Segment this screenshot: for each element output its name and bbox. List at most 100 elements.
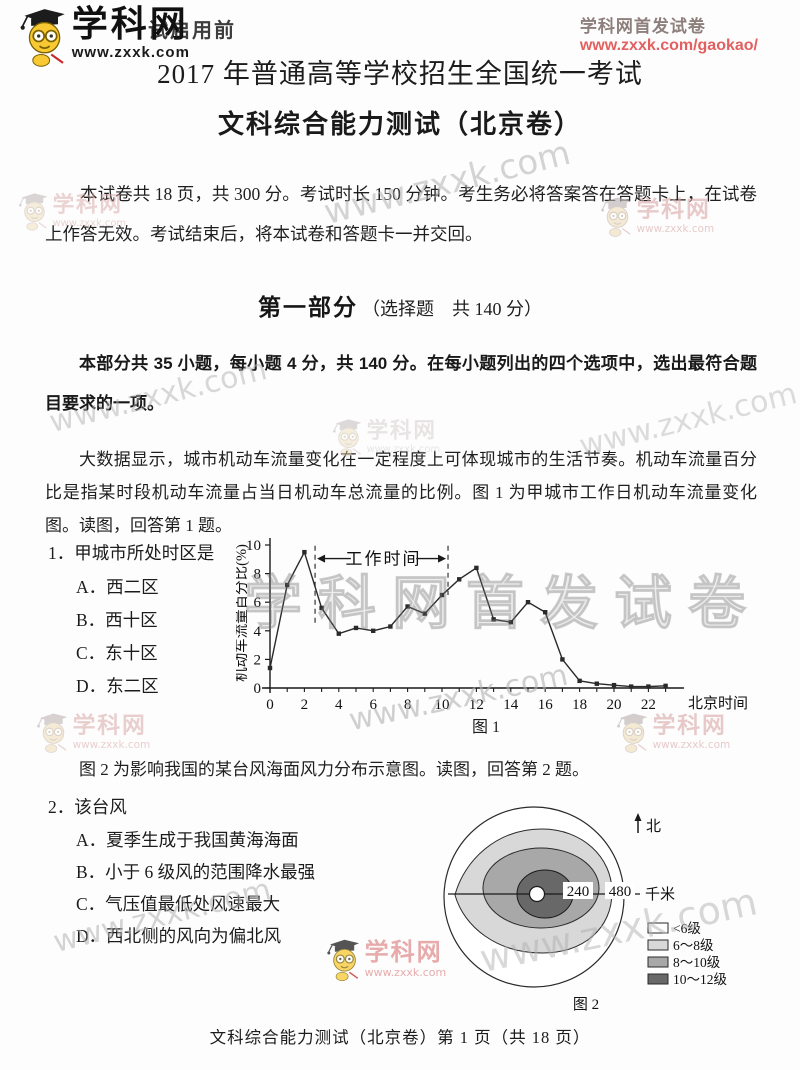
data-point-marker [577,678,582,684]
data-point-marker [267,665,273,671]
scale-unit-label: 千米 [645,886,675,903]
watermark: 学科网 www.zxxk.com [34,710,150,754]
security-notice: 试启用前 [148,20,236,42]
figure-2-typhoon-diagram: 240 480 千米 北 <6级 6～8级 8～10级 10～12级 图 2 [420,787,750,1027]
figure-2-caption: 图 2 [573,996,599,1013]
legend-label: 10～12级 [673,972,728,987]
exam-instructions: 本试卷共 18 页，共 300 分。考试时长 150 分钟。考生务必将答案答在答… [45,184,757,244]
data-point-marker [319,605,324,611]
worktime-label: 工作时间 [346,550,422,569]
data-point-marker [491,617,496,622]
legend-label: 8～10级 [673,955,721,970]
data-point-marker [611,682,617,688]
question-1-option-c[interactable]: C．东十区 [76,643,158,663]
north-arrow-icon: 北 [634,813,661,835]
scale-label-480: 480 [609,884,632,900]
zxxk-mascot-icon [20,9,65,67]
zxxk-mascot-icon [37,713,68,753]
data-point-marker [663,683,668,689]
y-tick-label: 10 [246,538,261,554]
section-note: 本部分共 35 小题，每小题 4 分，共 140 分。在每小题列出的四个选项中，… [45,354,757,413]
typhoon-eye [528,885,546,903]
question-2-option-b[interactable]: B．小于 6 级风的范围降水最强 [76,862,316,882]
figure-1-caption: 图 1 [471,719,500,736]
y-tick-label: 6 [254,595,262,611]
question-2-option-c[interactable]: C．气压值最低处风速最大 [76,894,281,914]
x-tick-label: 14 [503,697,519,713]
y-tick-label: 0 [254,681,262,697]
y-tick-label: 4 [254,624,262,640]
x-tick-label: 18 [572,697,587,713]
data-point-marker [543,610,548,615]
section-title: 第一部分 [258,294,358,320]
section-heading: 第一部分 （选择题 共 140 分） [0,288,800,322]
brand-url-text: www.zxxk.com [71,44,190,61]
zxxk-mascot-icon [16,4,70,73]
watermark-url: www.zxxk.com [72,738,151,751]
y-tick-label: 2 [254,652,262,668]
data-point-marker [646,684,651,689]
legend-swatch [647,973,669,985]
zxxk-mascot-icon [327,939,360,982]
question-1-option-d[interactable]: D．东二区 [76,676,159,696]
data-point-marker [353,625,359,631]
question-1-stem: 1．甲城市所处时区是 [48,543,215,563]
arrow-left-icon [317,554,326,563]
legend-label: 6～8级 [673,938,714,953]
legend-label: <6级 [673,921,701,936]
data-point-marker [439,592,445,598]
x-tick-label: 6 [369,697,377,713]
data-point-marker [285,582,290,588]
data-point-marker [422,611,427,616]
legend-swatch [647,956,669,968]
question-2-option-a[interactable]: A．夏季生成于我国黄海海面 [76,830,299,850]
brand-name: 学科网 [71,3,189,44]
question-2-stem: 2．该台风 [48,797,127,817]
typhoon-wind-diagram: 240 480 千米 北 <6级 6～8级 8～10级 10～12级 图 2 [443,806,728,1013]
header-right: 学科网首发试卷 www.zxxk.com/gaokao/ [580,12,758,55]
legend-swatch [647,939,669,951]
first-release-label: 学科网首发试卷 [579,17,706,36]
x-tick-label: 2 [301,697,309,713]
passage-2: 图 2 为影响我国的某台风海面风力分布示意图。读图，回答第 2 题。 [79,760,589,779]
north-label: 北 [646,818,661,835]
x-tick-label: 22 [641,697,656,713]
exam-subtitle: 文科综合能力测试（北京卷） [217,109,582,139]
legend-swatch [647,922,669,934]
question-2-option-d[interactable]: D．西北侧的风向为偏北风 [76,926,282,946]
data-point-marker [629,684,634,689]
data-point-marker [405,604,410,609]
data-point-marker [457,577,462,582]
question-1-option-b[interactable]: B．西十区 [76,610,158,630]
data-point-marker [388,624,393,629]
exam-title: 2017 年普通高等学校招生全国统一考试 [157,59,643,89]
page-footer: 文科综合能力测试（北京卷）第 1 页（共 18 页） [209,1028,591,1047]
data-point-marker [474,565,479,571]
y-tick-label: 8 [254,567,262,583]
data-point-marker [525,600,531,605]
data-point-marker [508,620,513,625]
watermark-brand: 学科网 [72,712,147,739]
y-axis-title: 机动车流量百分比(%) [236,544,250,682]
figure-1-traffic-chart: 0 2 4 6 8 10 0 2 4 6 8 10 12 14 16 18 20 22 工作时间 北京时间 机动车流量百… [233,528,792,740]
data-point-marker [371,628,376,633]
x-tick-label: 16 [538,697,554,713]
x-tick-label: 0 [266,697,274,713]
traffic-series-line [269,550,666,688]
scale-label-bg [563,882,593,899]
data-point-marker [594,681,599,686]
x-axis-title: 北京时间 [688,695,748,712]
x-tick-label: 20 [607,697,622,713]
x-tick-label: 4 [335,697,343,713]
scale-label-bg [605,882,635,899]
x-tick-label: 8 [404,697,412,713]
zxxk-logo[interactable]: 学科网 www.zxxk.com [16,4,190,73]
gaokao-url-link[interactable]: www.zxxk.com/gaokao/ [579,37,758,54]
data-point-marker [336,631,341,636]
x-tick-label: 12 [469,697,484,713]
question-1-option-a[interactable]: A．西二区 [76,577,159,597]
data-point-marker [302,549,307,555]
section-subtitle: （选择题 共 140 分） [362,299,542,319]
